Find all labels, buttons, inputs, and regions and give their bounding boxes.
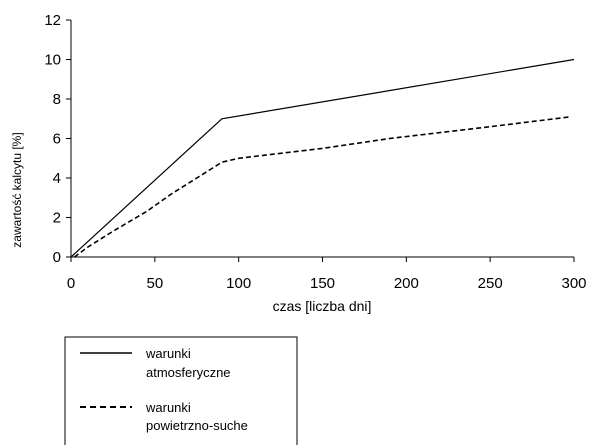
y-tick-label-8: 8 [53, 91, 61, 108]
x-ticks: 0 50 100 150 200 250 300 [67, 257, 587, 292]
x-tick-label-100: 100 [226, 275, 251, 292]
x-tick-label-50: 50 [146, 275, 163, 292]
x-tick-label-0: 0 [67, 275, 75, 292]
x-tick-label-300: 300 [561, 275, 586, 292]
y-tick-label-4: 4 [53, 170, 61, 187]
x-tick-label-200: 200 [394, 275, 419, 292]
legend-label-atmosferyczne-line1: warunki [145, 346, 191, 361]
legend-label-atmosferyczne: warunki atmosferyczne [145, 346, 231, 380]
legend-label-powietrzno-suche-line2: powietrzno-suche [146, 418, 248, 433]
y-ticks: 0 2 4 6 8 10 12 [44, 12, 71, 266]
y-tick-label-0: 0 [53, 249, 61, 266]
x-tick-label-150: 150 [310, 275, 335, 292]
y-axis-label: zawartość kalcytu [%] [10, 132, 24, 247]
legend-label-atmosferyczne-line2: atmosferyczne [146, 365, 231, 380]
y-tick-label-10: 10 [44, 52, 61, 69]
legend-border [64, 336, 298, 445]
y-tick-label-12: 12 [44, 12, 61, 29]
legend: warunki atmosferyczne warunki powietrzno… [64, 336, 298, 445]
series-line-powietrzno-suche [73, 116, 571, 258]
series-line-atmosferyczne [70, 58, 575, 258]
legend-label-powietrzno-suche: warunki powietrzno-suche [145, 400, 248, 433]
legend-label-powietrzno-suche-line1: warunki [145, 400, 191, 415]
plot-area: 0 2 4 6 8 10 12 0 50 100 150 200 250 300 [44, 12, 586, 292]
series-layer [70, 58, 575, 258]
y-tick-label-6: 6 [53, 131, 61, 148]
x-axis-label: czas [liczba dni] [273, 298, 372, 314]
x-tick-label-250: 250 [478, 275, 503, 292]
y-tick-label-2: 2 [53, 210, 61, 227]
